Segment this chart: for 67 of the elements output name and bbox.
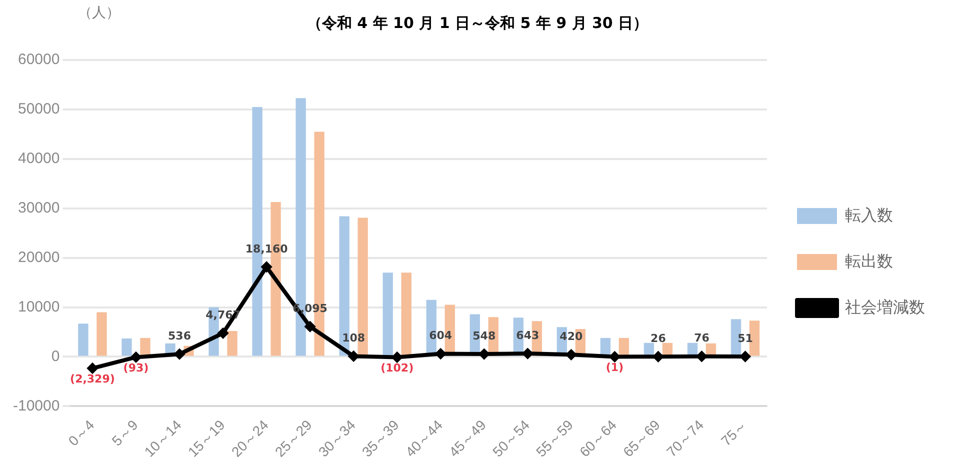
data-label: 548 bbox=[472, 329, 496, 342]
bar bbox=[96, 312, 107, 356]
point bbox=[436, 348, 446, 359]
point bbox=[87, 363, 98, 374]
point bbox=[566, 350, 576, 360]
x-tick-label: 75～ bbox=[718, 416, 750, 449]
point bbox=[696, 351, 707, 362]
x-tick-label: 50～54 bbox=[489, 416, 533, 460]
x-tick-label: 55～59 bbox=[532, 416, 576, 460]
bar bbox=[600, 338, 611, 356]
x-tick-label: 35～39 bbox=[358, 416, 402, 460]
data-label: 108 bbox=[342, 332, 366, 345]
x-tick-label: 15～19 bbox=[184, 416, 228, 460]
bar bbox=[618, 338, 630, 356]
y-tick-label: 10000 bbox=[18, 298, 60, 316]
x-tick-label: 40～44 bbox=[402, 416, 446, 460]
data-label: 420 bbox=[560, 330, 583, 344]
y-tick-label: 0 bbox=[51, 348, 60, 365]
bar bbox=[401, 272, 412, 356]
data-label: (102) bbox=[380, 362, 414, 375]
data-label: 18,160 bbox=[245, 242, 288, 256]
point bbox=[218, 328, 228, 338]
y-tick-label: 50000 bbox=[18, 100, 60, 118]
x-tick-label: 65～69 bbox=[620, 416, 664, 460]
x-tick-label: 60～64 bbox=[576, 416, 620, 460]
data-label: 643 bbox=[516, 328, 540, 342]
data-label: 604 bbox=[429, 329, 452, 342]
x-tick-label: 10～14 bbox=[141, 416, 184, 460]
y-tick-label: 30000 bbox=[18, 200, 60, 217]
data-label: 536 bbox=[168, 329, 192, 342]
point bbox=[348, 351, 359, 362]
point bbox=[174, 349, 185, 360]
data-label: (93) bbox=[123, 362, 149, 375]
y-tick-label: 40000 bbox=[18, 150, 60, 168]
point bbox=[305, 322, 316, 332]
bar bbox=[227, 331, 238, 356]
legend-label: 社会増減数 bbox=[845, 298, 925, 316]
legend-label: 転入数 bbox=[845, 206, 893, 224]
y-tick-label: 20000 bbox=[18, 248, 60, 266]
y-tick-label: 60000 bbox=[18, 51, 60, 68]
data-label: (2,329) bbox=[70, 372, 115, 386]
point bbox=[392, 352, 402, 362]
legend-label: 転出数 bbox=[845, 252, 893, 270]
point bbox=[610, 352, 620, 362]
point bbox=[479, 349, 490, 360]
point bbox=[740, 351, 750, 362]
point bbox=[522, 348, 533, 359]
x-tick-label: 25～29 bbox=[272, 416, 316, 460]
y-tick-label: -10000 bbox=[12, 397, 60, 414]
data-label: (1) bbox=[606, 361, 624, 374]
x-tick-label: 0～4 bbox=[65, 416, 98, 449]
x-tick-label: 70～74 bbox=[663, 416, 707, 460]
point bbox=[262, 262, 272, 272]
bar bbox=[78, 324, 88, 356]
point bbox=[130, 352, 141, 362]
bar bbox=[122, 338, 132, 356]
x-tick-label: 30～34 bbox=[315, 416, 359, 460]
x-tick-label: 20～24 bbox=[228, 416, 272, 460]
bar bbox=[382, 272, 393, 356]
x-tick-label: 5～9 bbox=[108, 416, 141, 449]
data-label: 76 bbox=[694, 332, 710, 345]
chart-title: （令和 4 年 10 月 1 日～令和 5 年 9 月 30 日） bbox=[306, 14, 648, 32]
bar bbox=[140, 338, 150, 356]
data-label: 26 bbox=[650, 332, 666, 345]
y-axis-title: （人） bbox=[78, 4, 120, 22]
x-tick-label: 45～49 bbox=[446, 416, 490, 460]
point bbox=[653, 352, 664, 362]
